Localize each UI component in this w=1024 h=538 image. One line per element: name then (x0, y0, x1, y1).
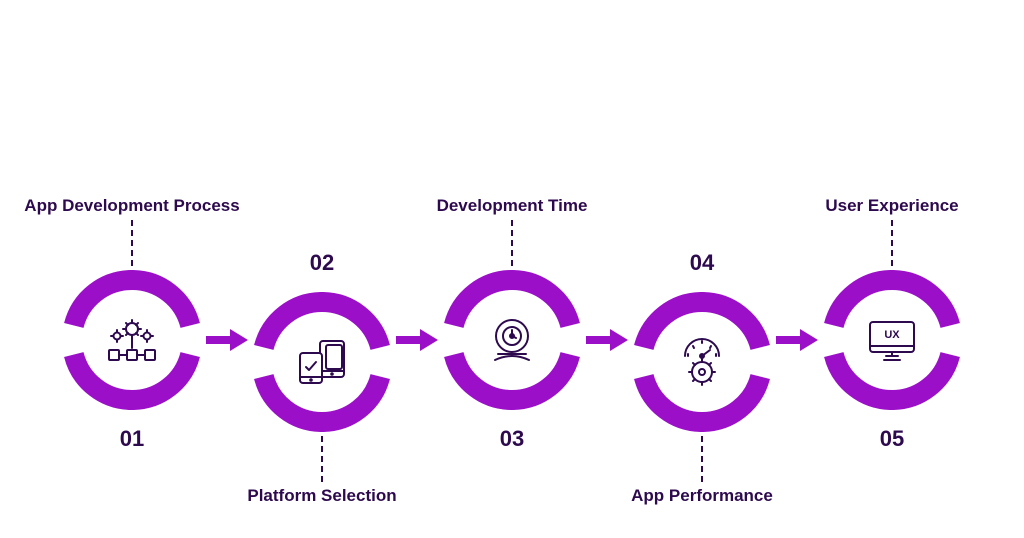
dashed-connector (701, 436, 703, 482)
process-gear-icon (62, 270, 202, 410)
dashed-connector (321, 436, 323, 482)
dashed-connector (131, 220, 133, 266)
clock-webcam-icon (442, 270, 582, 410)
step-circle: UX (822, 270, 962, 410)
step-label: Development Time (437, 196, 588, 216)
step-label: App Performance (631, 486, 773, 506)
step-number: 05 (880, 426, 904, 452)
process-flow-row: App Development Process 01 02 Platform S… (0, 196, 1024, 527)
step-label: User Experience (825, 196, 958, 216)
ux-monitor-icon: UX (822, 270, 962, 410)
step-03: Development Time 03 (432, 196, 592, 527)
step-circle (252, 292, 392, 432)
gauge-gear-icon (632, 292, 772, 432)
step-circle (442, 270, 582, 410)
svg-text:UX: UX (884, 329, 900, 341)
step-label: Platform Selection (247, 486, 396, 506)
step-number: 02 (310, 250, 334, 276)
step-label: App Development Process (24, 196, 239, 216)
step-05: User Experience UX 05 (812, 196, 972, 527)
step-circle (62, 270, 202, 410)
devices-icon (252, 292, 392, 432)
step-circle (632, 292, 772, 432)
step-number: 01 (120, 426, 144, 452)
step-01: App Development Process 01 (52, 196, 212, 527)
dashed-connector (891, 220, 893, 266)
step-number: 03 (500, 426, 524, 452)
step-number: 04 (690, 250, 714, 276)
step-02: 02 Platform Selection (242, 229, 402, 506)
dashed-connector (511, 220, 513, 266)
step-04: 04 App Performance (622, 229, 782, 506)
